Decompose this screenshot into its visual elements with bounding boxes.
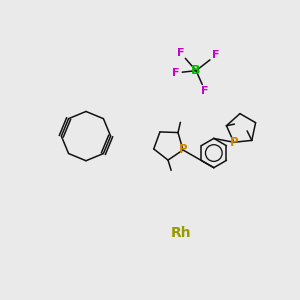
Text: F: F	[212, 50, 220, 60]
Text: F: F	[172, 68, 180, 78]
Text: Rh: Rh	[170, 226, 191, 240]
Text: P: P	[179, 143, 187, 157]
Text: F: F	[201, 86, 209, 96]
Text: B: B	[191, 64, 201, 77]
Text: F: F	[177, 48, 184, 58]
Text: P: P	[230, 136, 238, 149]
